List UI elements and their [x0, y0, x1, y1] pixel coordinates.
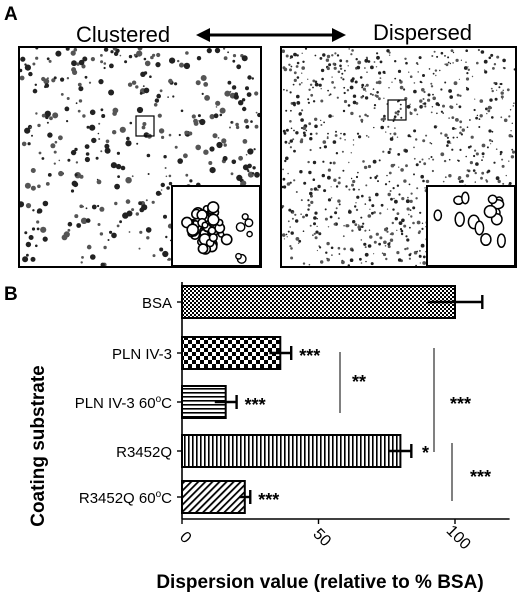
bracket-label: ***: [470, 467, 491, 487]
panel-b-letter: B: [4, 284, 18, 305]
significance-stars: ***: [245, 395, 266, 415]
bracket-label: ***: [450, 394, 471, 414]
panel-a-letter: A: [4, 4, 18, 25]
dispersed-micrograph: [280, 46, 517, 268]
double-arrow-icon: [196, 28, 346, 42]
bar: [181, 285, 456, 319]
inset-blobs: [433, 191, 506, 249]
bracket-label: *: [422, 443, 429, 463]
significance-stars: ***: [299, 346, 320, 366]
dispersed-label: Dispersed: [373, 20, 473, 45]
bracket-label: **: [352, 372, 366, 392]
significance-stars: ***: [258, 490, 279, 510]
zoom-marker-box: [387, 99, 407, 121]
clustered-label: Clustered: [76, 22, 171, 47]
category-label: R3452Q 60oC: [79, 489, 172, 507]
category-label: R3452Q: [116, 444, 172, 461]
x-axis-title: Dispersion value (relative to % BSA): [156, 572, 483, 593]
bar: [181, 336, 282, 370]
zoom-marker-box: [135, 115, 155, 137]
category-label: PLN IV-3 60oC: [75, 394, 172, 412]
category-label: PLN IV-3: [112, 346, 172, 363]
x-tick-label: 100: [443, 522, 474, 553]
bar: [181, 434, 402, 468]
x-tick-label: 0: [176, 529, 194, 547]
speckle-field: [282, 48, 515, 266]
inset-blobs: [181, 201, 254, 264]
bar: [181, 480, 246, 514]
y-axis-title: Coating substrate: [28, 365, 49, 527]
category-label: BSA: [142, 295, 172, 312]
x-tick-label: 50: [309, 526, 334, 551]
clustered-micrograph: [18, 46, 262, 268]
